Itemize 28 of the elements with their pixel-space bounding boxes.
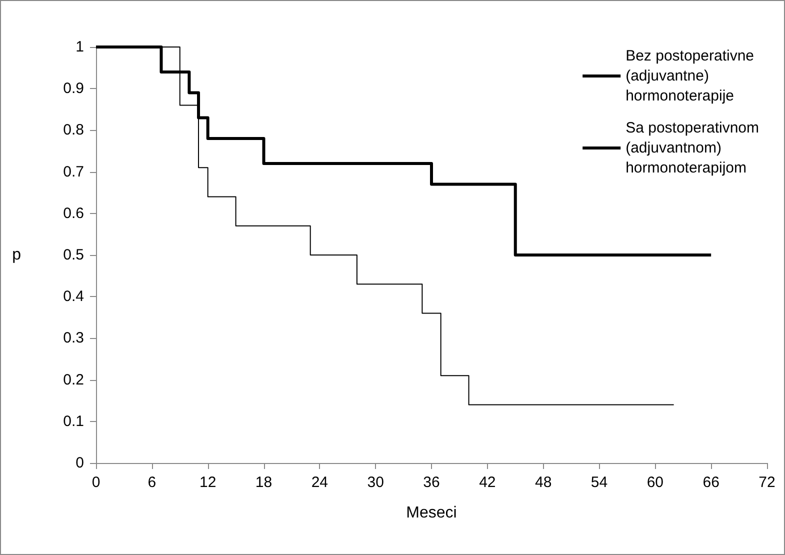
x-tick-label: 48 [534,474,552,491]
y-tick-label: 0.3 [63,330,84,347]
y-axis-title: p [12,246,22,264]
legend-label: Bez postoperativne (adjuvantne) hormonoterapije [626,48,754,104]
x-tick-label: 36 [423,474,440,491]
y-tick-label: 0.4 [63,288,84,306]
x-tick-label: 12 [199,474,216,491]
x-tick-label: 72 [758,474,776,491]
x-axis-title: Meseci [406,504,457,522]
y-tick-label: 0.5 [63,246,84,264]
y-tick-label: 0.7 [63,163,84,180]
legend-label: Sa postoperativnom (adjuvantnom) hormonoterapijom [626,120,760,176]
x-tick-label: 18 [255,474,272,491]
x-tick-label: 54 [590,474,608,491]
y-tick-label: 0.9 [63,80,84,98]
y-tick-label: 0.6 [63,204,84,222]
x-tick-label: 42 [479,474,496,491]
x-tick-label: 0 [92,474,100,491]
y-tick-label: 1 [76,38,84,56]
y-tick-label: 0.2 [63,371,84,388]
y-tick-label: 0.1 [63,412,84,430]
x-tick-label: 24 [311,474,328,491]
x-tick-label: 30 [367,474,384,491]
x-tick-label: 60 [646,474,664,491]
y-tick-label: 0 [76,454,84,472]
x-tick-label: 6 [148,474,156,491]
x-tick-label: 66 [702,474,720,491]
y-tick-label: 0.8 [63,122,84,139]
